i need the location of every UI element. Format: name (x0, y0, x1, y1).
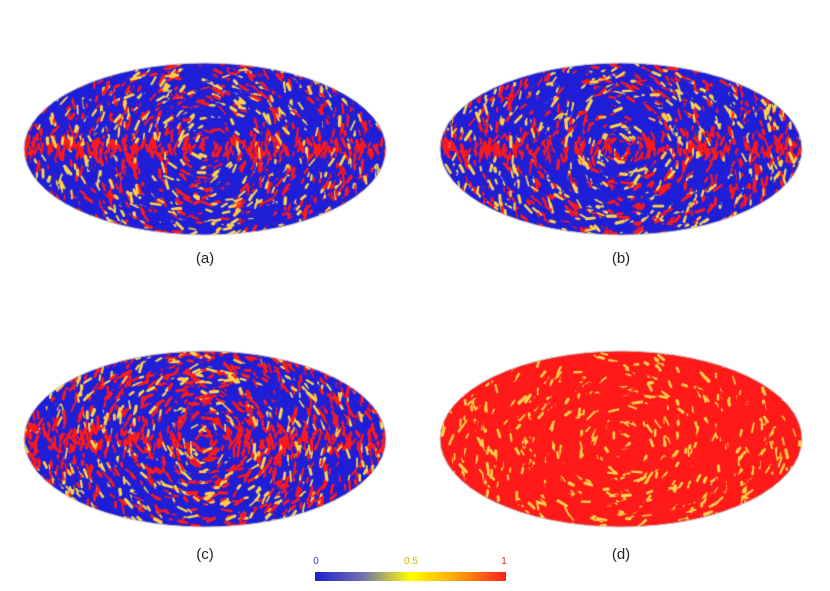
sky-map-c-canvas (23, 350, 387, 528)
colorbar-tick-mid: 0.5 (404, 556, 418, 567)
sky-map-d (439, 350, 803, 528)
sky-map-b (439, 62, 803, 236)
sky-map-c (23, 350, 387, 528)
colorbar-tick-max: 1 (501, 556, 507, 567)
colorbar-tick-min: 0 (313, 556, 319, 567)
panel-label-d: (d) (611, 546, 631, 563)
panel-label-b: (b) (611, 250, 631, 267)
colorbar (315, 572, 506, 581)
panel-label-a: (a) (195, 250, 215, 267)
sky-map-b-canvas (439, 62, 803, 236)
sky-map-a (23, 62, 387, 236)
sky-map-d-canvas (439, 350, 803, 528)
sky-map-a-canvas (23, 62, 387, 236)
panel-label-c: (c) (196, 546, 214, 563)
